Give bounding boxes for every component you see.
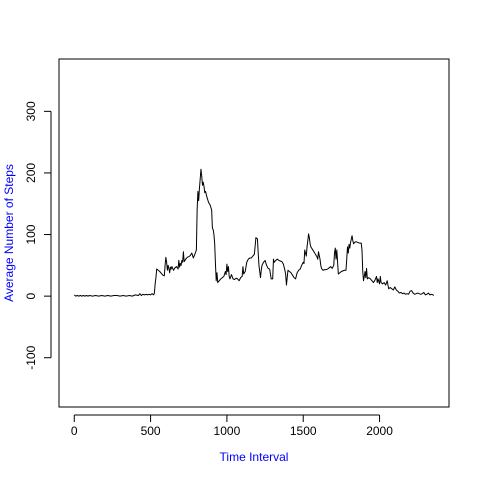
series-line [73,168,435,297]
x-tick-label: 0 [71,424,78,438]
y-tick-label: 200 [24,163,38,183]
x-tick-label: 2000 [366,424,393,438]
x-tick-label: 500 [141,424,161,438]
y-axis: -100 0 100 200 300 [24,101,52,370]
y-tick-label: 0 [24,292,38,299]
x-tick-label: 1000 [214,424,241,438]
y-tick-label: -100 [24,345,38,369]
plot-frame [58,58,450,408]
y-axis-title: Average Number of Steps [2,164,16,302]
x-axis-title: Time Interval [220,450,289,464]
y-tick-label: 100 [24,224,38,244]
x-axis: 0 500 1000 1500 2000 [71,414,393,438]
x-tick-label: 1500 [290,424,317,438]
y-tick-label: 300 [24,101,38,121]
